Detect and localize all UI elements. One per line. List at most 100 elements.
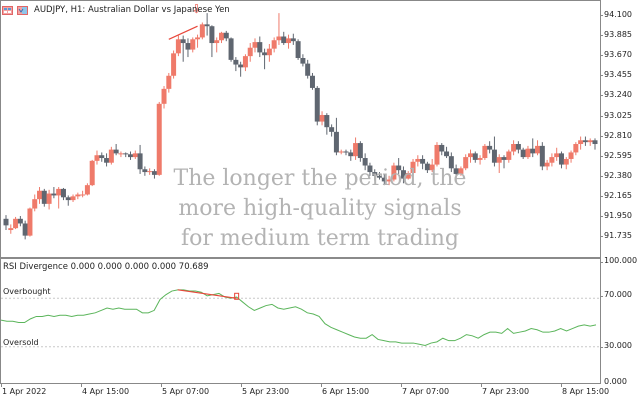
candle <box>535 140 541 156</box>
candle <box>94 150 100 165</box>
one-click-trading-icon[interactable] <box>2 5 13 15</box>
candle <box>142 166 148 176</box>
candle <box>458 166 464 176</box>
candle <box>214 37 220 53</box>
indicator-pane[interactable] <box>0 259 600 383</box>
time-label: 4 Apr 15:00 <box>82 387 130 396</box>
candle <box>343 149 349 156</box>
candle <box>223 30 229 42</box>
price-axis-label: 93.885 <box>604 30 632 40</box>
candle <box>587 138 593 146</box>
axis-tick <box>600 195 603 197</box>
axis-tick <box>401 383 402 387</box>
axis-tick <box>481 383 482 387</box>
candle <box>22 220 28 240</box>
price-pane[interactable] <box>0 0 600 257</box>
candle <box>314 86 320 126</box>
candle <box>281 31 287 45</box>
price-axis-label: 93.455 <box>604 70 632 80</box>
oversold-label: Oversold <box>3 338 39 347</box>
axis-tick <box>1 383 2 387</box>
axis-tick <box>600 95 603 97</box>
candle <box>305 59 311 79</box>
pane-separator[interactable] <box>0 257 600 259</box>
chart-title-bar: AUDJPY, H1: Australian Dollar vs Japanes… <box>2 2 230 18</box>
candle <box>410 158 416 174</box>
candle <box>463 154 469 171</box>
candle <box>128 151 134 160</box>
candle <box>386 175 392 186</box>
candle <box>333 117 339 156</box>
candle <box>472 151 478 163</box>
axis-tick <box>600 115 603 117</box>
candle <box>391 162 397 182</box>
candle <box>578 136 584 150</box>
candle <box>563 157 569 170</box>
candle <box>32 194 38 212</box>
price-divergence-line <box>168 25 198 40</box>
candle <box>8 224 14 234</box>
rsi-line <box>0 289 597 347</box>
axis-tick <box>241 383 242 387</box>
candle <box>147 168 153 175</box>
overlay-line-1: The longer the period, the <box>173 166 467 191</box>
candle <box>56 187 62 209</box>
candle <box>448 152 454 173</box>
candle <box>530 138 536 158</box>
candle <box>434 142 440 167</box>
candle <box>70 194 76 202</box>
overlay-line-2: more high-quality signals <box>178 196 462 221</box>
candle <box>137 144 143 174</box>
candle <box>209 25 215 58</box>
candle <box>252 38 258 53</box>
price-axis-label: 93.240 <box>604 90 632 100</box>
candle <box>501 155 507 169</box>
candle <box>300 54 306 67</box>
candle <box>99 152 105 162</box>
candle <box>549 153 555 167</box>
candle <box>357 141 363 162</box>
candle <box>65 195 71 206</box>
candle <box>171 50 177 79</box>
candle <box>271 37 277 53</box>
candle <box>75 192 81 200</box>
candle <box>309 72 315 90</box>
time-label: 5 Apr 23:00 <box>242 387 290 396</box>
candle <box>108 146 114 165</box>
axis-tick <box>600 175 603 177</box>
rsi-axis-label: 30.000 <box>604 341 632 350</box>
time-label: 6 Apr 15:00 <box>322 387 370 396</box>
axis-tick <box>161 383 162 387</box>
candle <box>511 140 517 156</box>
candle <box>377 172 383 180</box>
candle <box>257 36 263 58</box>
candle <box>104 153 110 167</box>
time-label: 1 Apr 2022 <box>2 387 47 396</box>
candle <box>372 169 378 181</box>
candle <box>242 54 248 72</box>
candle <box>247 43 253 62</box>
candle <box>592 138 598 150</box>
candle <box>123 152 129 158</box>
candle <box>17 216 23 227</box>
candle <box>113 144 119 156</box>
candle <box>482 144 488 160</box>
time-axis-line <box>0 383 600 384</box>
candle <box>51 187 57 199</box>
candle <box>295 39 301 60</box>
price-axis-label: 93.025 <box>604 110 632 120</box>
axis-tick <box>81 383 82 387</box>
candle <box>37 187 43 204</box>
candle <box>132 150 138 159</box>
overlay-line-3: for medium term trading <box>181 226 459 251</box>
candle <box>439 143 445 156</box>
candle <box>467 149 473 163</box>
candle <box>156 101 162 176</box>
chart-shift-icon[interactable] <box>17 5 28 15</box>
price-axis-label: 93.670 <box>604 50 632 60</box>
price-axis-label: 94.100 <box>604 10 632 19</box>
axis-tick <box>600 296 603 297</box>
candle <box>228 37 234 62</box>
candle <box>41 188 47 207</box>
